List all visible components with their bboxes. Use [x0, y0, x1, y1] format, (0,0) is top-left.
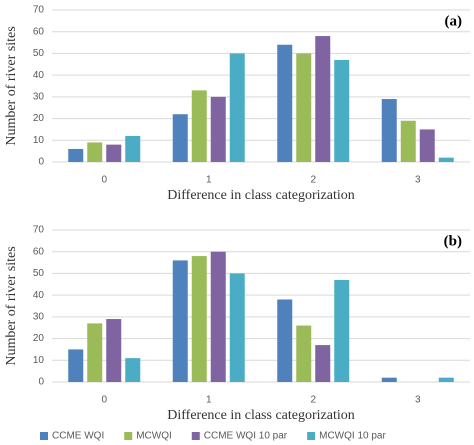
- bar: [125, 358, 141, 382]
- bar: [334, 279, 350, 382]
- bar: [210, 96, 226, 162]
- y-axis-label: Number of river sites: [4, 246, 19, 365]
- y-axis-label: Number of river sites: [4, 26, 19, 145]
- bar: [277, 299, 293, 382]
- annotation: (b): [444, 233, 462, 249]
- y-tick-label: 40: [33, 290, 45, 301]
- x-tick-label: 3: [415, 395, 421, 406]
- legend-label: MCWQI 10 par: [319, 431, 386, 442]
- legend-swatch: [307, 432, 316, 440]
- legend-swatch: [124, 432, 133, 440]
- bar: [87, 142, 103, 162]
- bar: [68, 148, 84, 162]
- x-axis-label: Difference in class categorization: [167, 188, 354, 203]
- bar: [229, 53, 245, 162]
- bar: [87, 323, 103, 382]
- bar: [438, 157, 454, 162]
- bar: [106, 144, 122, 162]
- x-tick-label: 2: [310, 175, 316, 186]
- y-tick-label: 20: [33, 113, 45, 124]
- y-tick-label: 40: [33, 70, 45, 81]
- y-tick-label: 60: [33, 246, 45, 257]
- x-tick-label: 3: [415, 175, 421, 186]
- bar: [191, 90, 207, 162]
- y-tick-label: 60: [33, 26, 45, 37]
- bar: [438, 377, 454, 382]
- legend-label: MCWQI: [136, 431, 172, 442]
- legend-label: CCME WQI 10 par: [204, 431, 288, 442]
- bar: [334, 59, 350, 162]
- x-tick-label: 1: [206, 175, 212, 186]
- bar: [172, 260, 188, 382]
- bar: [296, 325, 312, 382]
- bar: [315, 345, 331, 382]
- y-tick-label: 10: [33, 135, 45, 146]
- y-tick-label: 0: [38, 377, 44, 388]
- bar: [172, 114, 188, 162]
- bar: [381, 377, 397, 382]
- x-axis-label: Difference in class categorization: [167, 408, 354, 423]
- bar: [419, 129, 435, 162]
- legend-label: CCME WQI: [52, 431, 104, 442]
- bar: [400, 120, 416, 162]
- legend-swatch: [40, 432, 48, 440]
- annotation: (a): [445, 13, 463, 29]
- bar: [125, 135, 141, 162]
- y-tick-label: 70: [33, 5, 45, 16]
- y-tick-label: 10: [33, 355, 45, 366]
- y-tick-label: 0: [38, 157, 44, 168]
- legend-swatch: [191, 432, 200, 440]
- bar: [296, 53, 312, 162]
- y-tick-label: 50: [33, 48, 45, 59]
- bar: [277, 44, 293, 162]
- bar: [68, 349, 84, 382]
- bar: [229, 273, 245, 382]
- x-tick-label: 1: [206, 395, 212, 406]
- bar: [381, 99, 397, 162]
- bar: [315, 36, 331, 162]
- x-tick-label: 0: [101, 395, 107, 406]
- y-tick-label: 30: [33, 91, 45, 102]
- x-tick-label: 0: [101, 175, 107, 186]
- y-tick-label: 20: [33, 333, 45, 344]
- y-tick-label: 70: [33, 225, 45, 236]
- y-tick-label: 30: [33, 311, 45, 322]
- bar: [191, 256, 207, 382]
- bar: [106, 319, 122, 382]
- x-tick-label: 2: [310, 395, 316, 406]
- y-tick-label: 50: [33, 268, 45, 279]
- bar: [210, 251, 226, 382]
